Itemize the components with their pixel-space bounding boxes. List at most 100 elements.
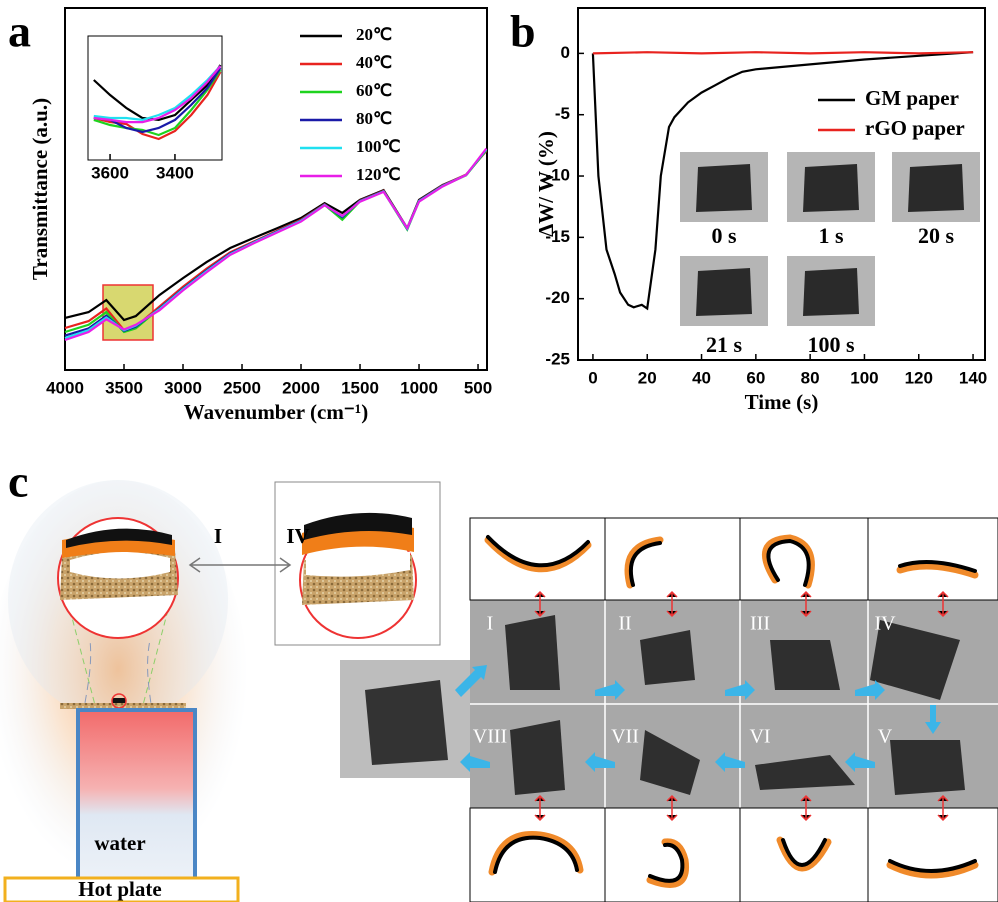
x-tick-label: 3000 xyxy=(164,378,202,397)
diagram-shape xyxy=(755,755,855,790)
diagram-shape xyxy=(604,517,741,601)
diagram-shape xyxy=(739,807,869,902)
diagram-shape xyxy=(455,665,487,697)
diagram-shape xyxy=(800,794,812,822)
y-axis-label: Transmittance (a.u.) xyxy=(28,98,52,280)
diagram-shape xyxy=(766,538,811,587)
diagram-shape xyxy=(855,680,885,700)
diagram-shape xyxy=(488,830,584,876)
photo-sample xyxy=(908,164,964,212)
diagram-shape xyxy=(937,794,949,822)
series-line xyxy=(591,51,974,311)
legend-label: 120℃ xyxy=(356,165,401,184)
diagram xyxy=(0,480,998,902)
step-label: II xyxy=(618,613,631,635)
diagram-shape xyxy=(510,720,565,795)
x-tick-label: 3500 xyxy=(105,378,143,397)
diagram-shape xyxy=(604,807,741,902)
diagram-shape xyxy=(886,861,979,879)
diagram-shape xyxy=(66,528,172,548)
diagram-shape xyxy=(867,517,998,601)
step-label: III xyxy=(750,613,770,635)
photo-label: 1 s xyxy=(818,223,844,248)
diagram-shape xyxy=(648,842,685,883)
diagram-shape xyxy=(739,517,869,601)
y-axis-label: ΔW/ W (%) xyxy=(534,131,558,237)
diagram-shape xyxy=(867,807,998,902)
legend-label: 60℃ xyxy=(356,81,392,100)
x-tick-label: 4000 xyxy=(46,378,84,397)
photo-sample xyxy=(696,268,752,316)
plot-frame xyxy=(64,7,488,371)
diagram-shape xyxy=(628,541,662,587)
diagram-shape xyxy=(486,535,977,883)
photo-sample xyxy=(803,268,859,316)
series-line xyxy=(93,64,222,122)
photo-label: 100 s xyxy=(807,332,855,357)
x-tick-label: 40 xyxy=(692,368,711,387)
diagram-shape xyxy=(640,630,695,685)
x-tick-label: 60 xyxy=(746,368,765,387)
step-label: VIII xyxy=(473,726,507,748)
diagram-shape xyxy=(888,859,977,873)
legend-label: rGO paper xyxy=(865,116,965,140)
y-tick-label: -20 xyxy=(545,288,570,307)
panel-label: c xyxy=(8,456,28,507)
step-label: V xyxy=(878,726,893,748)
diagram-shape xyxy=(484,534,979,888)
series-line xyxy=(93,67,222,134)
x-tick-label: 1000 xyxy=(400,378,438,397)
diagram-shape xyxy=(3,876,240,902)
y-tick-label: -5 xyxy=(555,104,570,123)
x-tick-label: 2000 xyxy=(282,378,320,397)
diagram-shape xyxy=(762,534,815,589)
diagram-shape xyxy=(304,512,412,540)
photo-label: 0 s xyxy=(711,223,737,248)
diagram-shape xyxy=(640,730,700,795)
water-label: water xyxy=(94,831,145,855)
diagram-shape xyxy=(534,794,546,822)
diagram-shape xyxy=(800,590,812,618)
x-tick-label: 140 xyxy=(959,368,987,387)
diagram-shape xyxy=(845,752,875,772)
legend-label: GM paper xyxy=(865,86,959,110)
diagram-shape xyxy=(898,560,977,573)
x-tick-label: 20 xyxy=(638,368,657,387)
y-tick-label: 0 xyxy=(561,43,570,62)
x-axis-label: Wavenumber (cm⁻¹) xyxy=(184,400,368,424)
diagram-shape xyxy=(188,557,292,573)
diagram-shape xyxy=(534,590,949,822)
diagram-shape xyxy=(725,680,755,700)
diagram-shape xyxy=(646,838,690,888)
diagram-shape xyxy=(70,551,170,579)
series-line xyxy=(93,69,222,137)
diagram-shape xyxy=(666,794,678,822)
diagram-shape xyxy=(460,752,490,772)
diagram-shape xyxy=(715,752,745,772)
diagram-shape xyxy=(365,680,448,765)
diagram-shape xyxy=(624,536,664,589)
diagram-shape xyxy=(505,615,965,795)
y-tick-label: -15 xyxy=(545,227,570,246)
diagram-shape xyxy=(306,549,410,577)
arrow-label: I xyxy=(214,524,222,548)
x-tick-label: 100 xyxy=(850,368,878,387)
legend-label: 100℃ xyxy=(356,137,401,156)
legend-label: 40℃ xyxy=(356,53,392,72)
diagram-shape xyxy=(505,615,560,690)
hot-plate-label: Hot plate xyxy=(78,877,161,901)
photo-sample xyxy=(803,164,859,212)
x-tick-label: 500 xyxy=(464,378,492,397)
diagram-shape xyxy=(493,835,579,874)
panel-label: b xyxy=(510,6,536,57)
photo-label: 20 s xyxy=(918,223,955,248)
x-tick-label: 3400 xyxy=(156,163,194,182)
plot-frame xyxy=(577,7,986,361)
y-tick-label: -25 xyxy=(545,349,570,368)
y-tick-label: -10 xyxy=(545,166,570,185)
series-line xyxy=(64,147,488,342)
x-tick-label: 1500 xyxy=(341,378,379,397)
diagram-shape xyxy=(486,535,590,568)
arrow-label: IV xyxy=(286,524,309,548)
